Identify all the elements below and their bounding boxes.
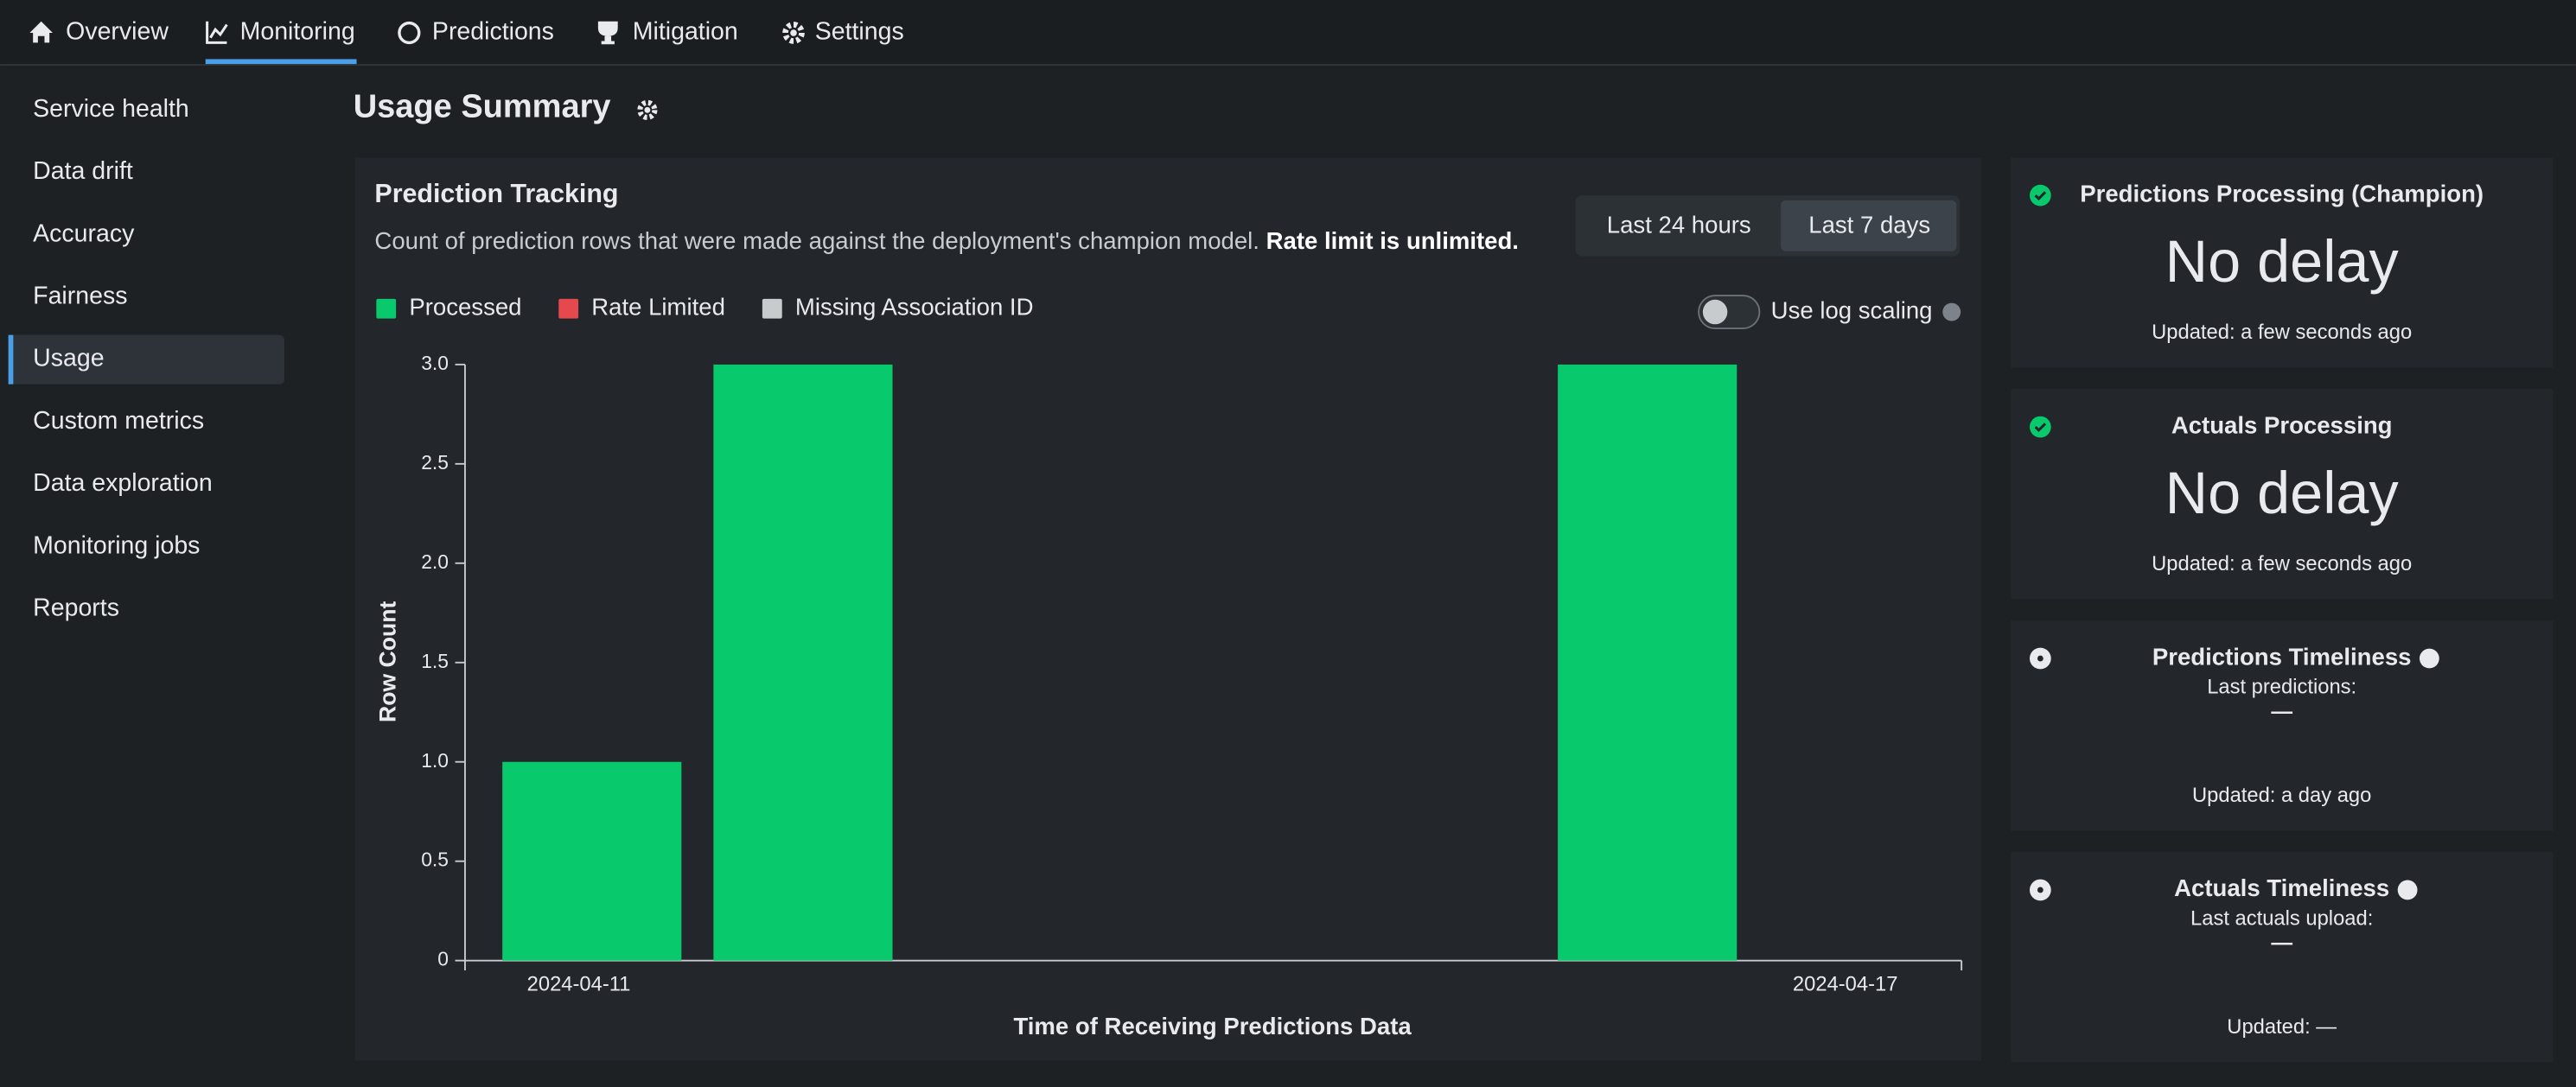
sidebar-item[interactable]: Accuracy [33, 219, 135, 247]
description-text: Count of prediction rows that were made … [374, 228, 1259, 255]
nav-item[interactable]: Predictions [432, 18, 554, 46]
legend-swatch [558, 298, 579, 319]
card-value: No delay [2165, 461, 2400, 526]
sidebar-item[interactable]: Usage [33, 345, 104, 372]
info-icon [1942, 302, 1961, 321]
card-updated: Updated: a few seconds ago [2152, 321, 2412, 344]
trophy-icon [597, 21, 618, 45]
card-label: Last predictions: [2207, 676, 2356, 699]
top-nav [0, 0, 2576, 65]
legend-swatch [762, 298, 782, 319]
card-label: Last actuals upload: [2190, 906, 2373, 930]
status-card [2011, 620, 2554, 831]
y-tick-label: 3.0 [421, 352, 449, 374]
legend-label: Missing Association ID [795, 294, 1034, 321]
description-bold: Rate limit is unlimited. [1266, 228, 1519, 255]
log-toggle-knob [1702, 299, 1728, 325]
chart: Processed Rate Limited Missing Association… [375, 294, 1963, 1039]
bar [1558, 364, 1738, 961]
sidebar-item[interactable]: Data drift [33, 157, 133, 185]
card-value: — [2271, 700, 2292, 723]
y-tick-label: 0 [437, 948, 449, 970]
active-sidebar-bg [8, 334, 284, 385]
card-title: Actuals Timeliness [2174, 874, 2389, 901]
question-dot [2037, 655, 2044, 662]
bar [502, 761, 682, 961]
card-updated: Updated: — [2227, 1015, 2337, 1039]
sidebar-item[interactable]: Fairness [33, 282, 127, 309]
card-value: No delay [2165, 229, 2400, 295]
card-updated: Updated: a few seconds ago [2152, 552, 2412, 575]
status-cards: Predictions Processing (Champion) No dela… [2011, 157, 2554, 1063]
sidebar: Service health Data drift Accuracy Fairness… [33, 95, 213, 622]
y-tick-label: 2.0 [421, 550, 449, 573]
x-axis-label: Time of Receiving Predictions Data [1013, 1013, 1412, 1039]
nav-item[interactable]: Monitoring [240, 18, 355, 46]
log-scaling-label: Use log scaling [1771, 296, 1933, 323]
card-title: Actuals Processing [2171, 411, 2393, 438]
check-mark [2034, 423, 2047, 433]
legend-swatch [376, 298, 397, 319]
panel-description: Count of prediction rows that were made … [374, 228, 1519, 255]
status-card [2011, 389, 2554, 600]
y-tick-label: 0.5 [421, 849, 449, 871]
range-button[interactable]: Last 24 hours [1607, 212, 1751, 238]
sidebar-item[interactable]: Custom metrics [33, 407, 204, 435]
nav-item[interactable]: Overview [66, 18, 169, 46]
sidebar-item[interactable]: Reports [33, 594, 119, 622]
status-card [2011, 157, 2554, 368]
sidebar-item[interactable]: Monitoring jobs [33, 531, 200, 559]
active-sidebar-bar [8, 334, 14, 385]
check-mark [2034, 191, 2047, 201]
info-icon [2397, 880, 2418, 900]
active-tab-underline [205, 59, 357, 65]
range-active [1781, 200, 1957, 251]
page-title: Usage Summary [354, 88, 611, 124]
title-gear-center [644, 106, 651, 113]
legend-label: Rate Limited [591, 294, 725, 321]
range-button[interactable]: Last 7 days [1808, 212, 1930, 238]
card-value: — [2271, 931, 2292, 955]
title-gear-icon[interactable] [637, 99, 658, 120]
legend-label: Processed [409, 294, 521, 321]
question-dot [2037, 887, 2044, 893]
info-icon [2419, 648, 2439, 669]
settings-icon-center [790, 29, 797, 36]
card-title: Predictions Timeliness [2152, 643, 2412, 670]
panel-title: Prediction Tracking [374, 179, 618, 208]
settings-icon [782, 22, 805, 44]
y-tick-label: 1.5 [421, 650, 449, 672]
chart-icon [206, 21, 228, 44]
sidebar-item[interactable]: Service health [33, 95, 189, 123]
card-updated: Updated: a day ago [2192, 784, 2371, 807]
nav-item[interactable]: Mitigation [633, 18, 738, 46]
y-axis-label: Row Count [375, 601, 401, 722]
sidebar-item[interactable]: Data exploration [33, 469, 213, 497]
home-icon [29, 21, 53, 43]
card-title: Predictions Processing (Champion) [2080, 180, 2484, 207]
x-tick-label: 2024-04-11 [527, 972, 631, 995]
nav-item[interactable]: Settings [815, 18, 904, 46]
predictions-icon [398, 21, 421, 45]
y-tick-label: 1.0 [421, 749, 449, 772]
x-tick-label: 2024-04-17 [1793, 972, 1898, 995]
status-card [2011, 852, 2554, 1063]
y-tick-label: 2.5 [421, 451, 449, 474]
bar [713, 364, 893, 961]
